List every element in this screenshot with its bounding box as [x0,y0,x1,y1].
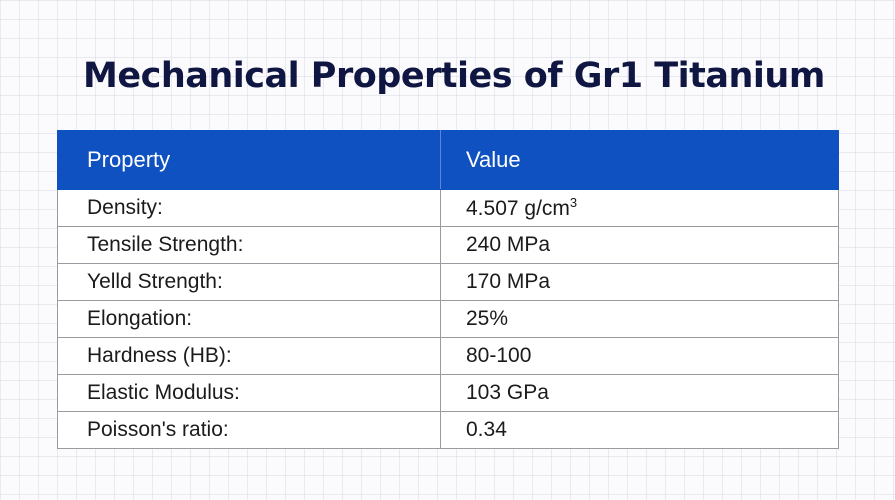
table-row: Elongation: 25% [57,300,839,338]
table-row: Hardness (HB): 80-100 [57,337,839,375]
property-cell: Density: [57,189,441,227]
page-title: Mechanical Properties of Gr1 Titanium [83,56,825,96]
table-row: Elastic Modulus: 103 GPa [57,374,839,412]
property-cell: Poisson's ratio: [57,411,441,449]
table-row: Poisson's ratio: 0.34 [57,411,839,449]
value-cell: 0.34 [440,411,839,449]
property-cell: Hardness (HB): [57,337,441,375]
value-cell: 25% [440,300,839,338]
value-cell: 4.507 g/cm3 [440,189,839,227]
value-cell: 170 MPa [440,263,839,301]
properties-table: Property Value Density: 4.507 g/cm3 Tens… [57,130,839,449]
table-row: Density: 4.507 g/cm3 [57,189,839,227]
property-cell: Elongation: [57,300,441,338]
value-cell: 240 MPa [440,226,839,264]
value-cell: 103 GPa [440,374,839,412]
table-row: Yelld Strength: 170 MPa [57,263,839,301]
column-header-value: Value [440,130,839,190]
column-header-property: Property [57,130,441,190]
value-superscript: 3 [569,195,578,210]
value-cell: 80-100 [440,337,839,375]
value-text: 4.507 g/cm [466,197,570,220]
table-header-row: Property Value [57,130,839,190]
table-row: Tensile Strength: 240 MPa [57,226,839,264]
property-cell: Elastic Modulus: [57,374,441,412]
property-cell: Tensile Strength: [57,226,441,264]
property-cell: Yelld Strength: [57,263,441,301]
